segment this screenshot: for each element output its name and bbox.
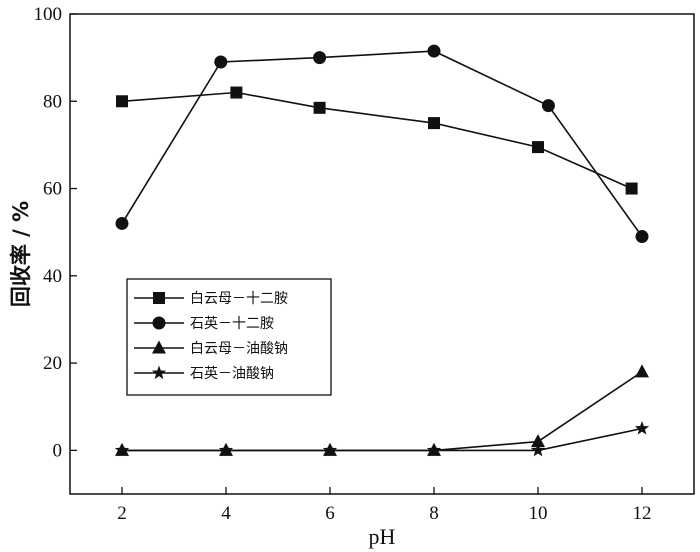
data-point-square [313, 101, 326, 114]
series-line-square [121, 91, 632, 190]
y-tick-label: 60 [43, 179, 62, 200]
y-axis-label: 回收率 / % [9, 201, 33, 307]
data-point-circle [214, 55, 228, 69]
legend-marker-triangle [152, 340, 166, 354]
data-point-square [532, 141, 544, 154]
x-axis-label: pH [369, 524, 396, 549]
data-point-circle [427, 44, 441, 58]
legend-label: 石英－十二胺 [190, 315, 274, 332]
series-line-circle [121, 50, 643, 237]
x-tick-label: 8 [429, 503, 439, 524]
data-point-triangle [635, 364, 649, 378]
series-layer [114, 44, 650, 457]
data-point-star [114, 442, 130, 457]
data-point-star [218, 442, 234, 457]
y-tick-label: 100 [34, 4, 63, 25]
data-point-square [428, 117, 440, 130]
legend-box [126, 278, 332, 396]
y-tick-label: 40 [43, 266, 62, 287]
axis-ticks: 2 4 6 8 10 12 0 20 40 60 80 100 [34, 4, 652, 524]
data-point-circle [635, 230, 649, 244]
legend-marker-square [153, 292, 165, 304]
y-tick-label: 20 [43, 353, 62, 374]
data-point-star [426, 442, 442, 457]
data-point-triangle [531, 434, 545, 448]
x-tick-label: 4 [221, 503, 231, 524]
data-point-circle [313, 51, 327, 65]
y-tick-label: 0 [53, 440, 63, 461]
x-tick-label: 10 [529, 503, 548, 524]
x-tick-label: 6 [325, 503, 335, 524]
x-tick-label: 12 [633, 503, 652, 524]
legend-marker-star [151, 365, 167, 380]
data-point-square [116, 95, 128, 108]
series-line-triangle [122, 371, 643, 452]
legend-label: 石英－油酸钠 [190, 365, 274, 382]
data-point-star [530, 442, 546, 457]
legend-label: 白云母－十二胺 [190, 291, 288, 307]
data-point-star [322, 442, 338, 457]
data-point-square [230, 86, 243, 99]
x-tick-label: 2 [117, 503, 127, 524]
data-point-square [625, 182, 638, 195]
data-point-star [634, 421, 650, 435]
legend-marker-circle [152, 316, 166, 330]
data-point-circle [115, 216, 129, 230]
series-circle [115, 44, 649, 244]
series-star [114, 421, 650, 457]
legend-label: 白云母－油酸钠 [190, 341, 288, 357]
series-square [116, 86, 638, 195]
y-tick-label: 80 [43, 91, 62, 112]
plot-frame [69, 13, 695, 495]
series-line-star [122, 427, 643, 452]
data-point-circle [541, 99, 555, 113]
